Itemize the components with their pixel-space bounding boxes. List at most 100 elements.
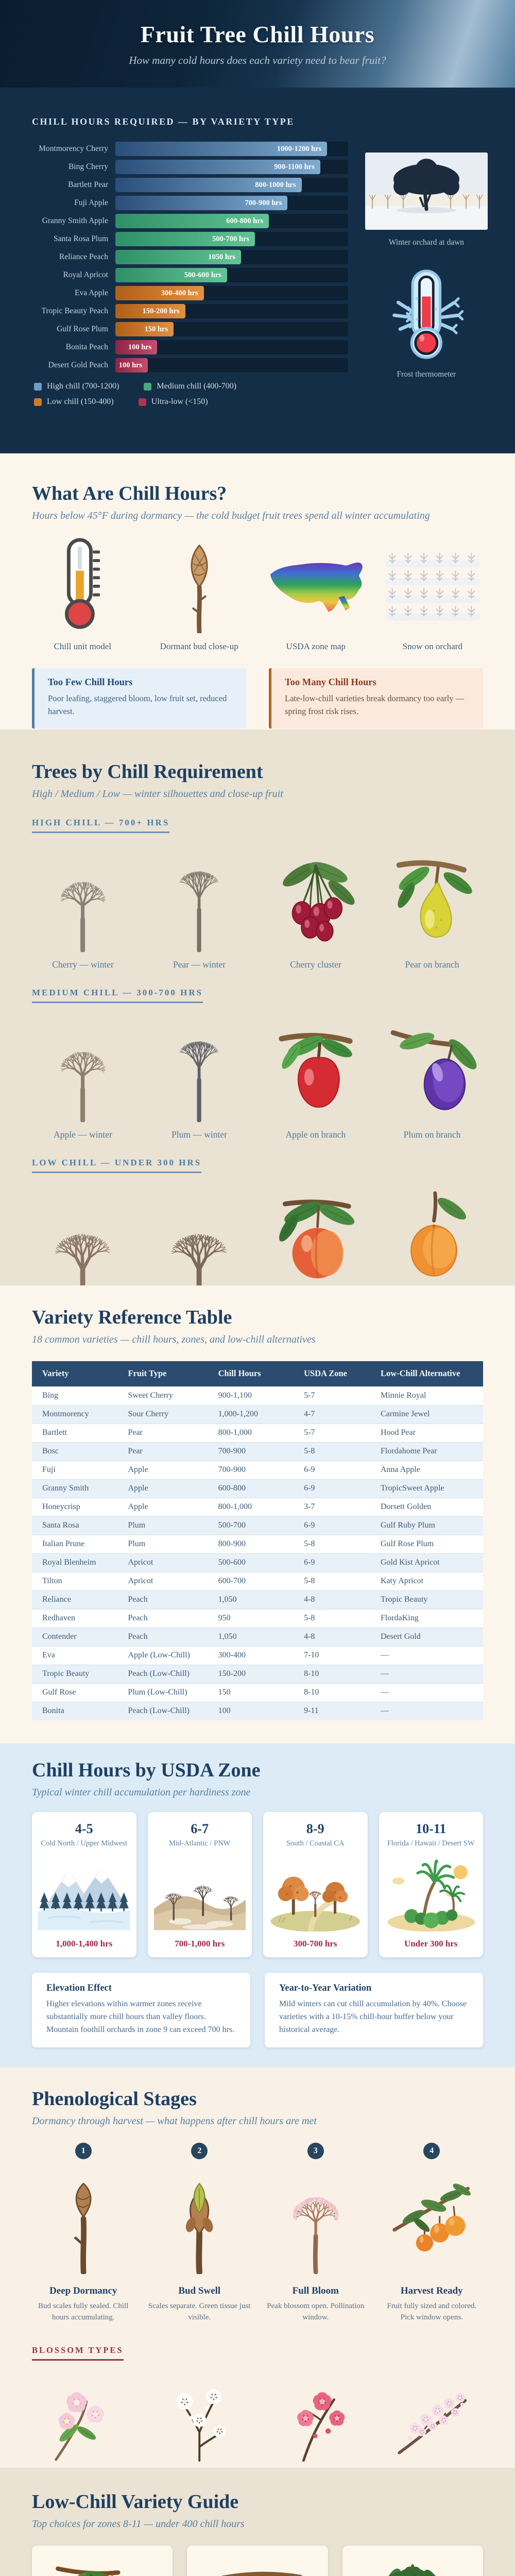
table-header-row: Variety Fruit Type Chill Hours USDA Zone Low… [32, 1361, 483, 1387]
zone-autumn-illustration [269, 1854, 362, 1931]
peach-branch-illustration [265, 1187, 367, 1285]
table-cell: 4-7 [294, 1404, 370, 1424]
table-cell: Gulf Ruby Plum [370, 1516, 483, 1535]
stage-name: Harvest Ready [400, 2285, 463, 2296]
tree-figure-caption: Cherry cluster [290, 959, 341, 970]
table-cell: Tilton [32, 1571, 118, 1591]
stage-3: 3 Full Bloom Peak blossom open. Pollinatio… [264, 2143, 367, 2324]
table-cell: Minnie Royal [370, 1386, 483, 1405]
chart-bar-value: 900-1100 hrs [274, 162, 315, 171]
zone-note: Year-to-Year Variation Mild winters can c… [265, 1973, 483, 2048]
tree-group-row: Cherry — winter Pear — winter Cherry clust… [32, 846, 483, 970]
chart-bar-row: Montmorency Cherry 1000-1200 hrs [32, 142, 348, 156]
table-row: Honeycrisp Apple 800-1,000 3-7 Dorsett Golde… [32, 1497, 483, 1517]
legend-swatch-low [34, 398, 42, 406]
blossom-pear-illustration [148, 2373, 250, 2462]
table-cell: Pear [117, 1423, 208, 1443]
table-cell: Santa Rosa [32, 1516, 118, 1535]
stage-1: 1 Deep Dormancy Bud scales fully sealed. C… [32, 2143, 135, 2324]
chart-bar-value: 800-1000 hrs [255, 180, 296, 189]
what-icon-caption: USDA zone map [286, 641, 346, 651]
chart-bar-value: 150 hrs [144, 325, 168, 333]
chart-side-figure: Winter orchard at dawn [365, 152, 488, 247]
variety-table-section: Variety Reference Table 18 common variet… [0, 1285, 515, 1743]
table-cell: Apple [117, 1497, 208, 1517]
zone-card-8-9: 8-9 South / Coastal CA 300-700 hrs [263, 1812, 368, 1957]
table-cell: Contender [32, 1627, 118, 1647]
zone-card-4-5: 4-5 Cold North / Upper Midwest 1,000-1,400… [32, 1812, 136, 1957]
table-cell: — [370, 1664, 483, 1684]
table-column-header: Variety [32, 1361, 118, 1387]
chart-bar-track: 150-200 hrs [115, 304, 348, 318]
table-cell: Tropic Beauty [32, 1664, 118, 1684]
tree-group-1: MEDIUM CHILL — 300-700 HRS Apple — winter… [32, 988, 483, 1140]
legend-label-high: High chill (700-1200) [47, 382, 119, 391]
table-cell: Apricot [117, 1553, 208, 1572]
phenology-stages: 1 Deep Dormancy Bud scales fully sealed. C… [32, 2143, 483, 2324]
table-row: Bonita Peach (Low-Chill) 100 9-11— [32, 1701, 483, 1720]
tree-apple-illustration [32, 1016, 134, 1122]
chart-legend: High chill (700-1200) Medium chill (400-7… [34, 382, 348, 406]
legend-label-ultra: Ultra-low (<150) [151, 397, 208, 406]
table-cell: Bosc [32, 1442, 118, 1461]
chart-bar-label: Gulf Rose Plum [57, 325, 108, 334]
table-cell: Carmine Jewel [370, 1404, 483, 1424]
phenology-section: Phenological Stages Dormancy through har… [0, 2067, 515, 2468]
chart-bar-row: Granny Smith Apple 600-800 hrs [32, 214, 348, 228]
chart-bar-fill: 300-400 hrs [115, 286, 204, 300]
table-cell: Bing [32, 1386, 118, 1405]
zone-hours: Under 300 hrs [404, 1939, 458, 1948]
table-row: Tropic Beauty Peach (Low-Chill) 150-200 8-1… [32, 1664, 483, 1684]
chart-bar-fill: 100 hrs [115, 358, 148, 372]
table-cell: 5-7 [294, 1423, 370, 1443]
tree-figure: Cherry cluster [265, 846, 367, 970]
stage-number: 1 [75, 2143, 92, 2159]
tree-figure-caption: Cherry — winter [52, 959, 114, 970]
tree-figure-caption: Pear on branch [405, 959, 459, 970]
chart-bar-row: Bonita Peach 100 hrs [32, 340, 348, 354]
tree-group-label: MEDIUM CHILL — 300-700 HRS [32, 988, 203, 1003]
chill-unit-illustration [32, 537, 133, 633]
tree-group-label: HIGH CHILL — 700+ HRS [32, 818, 170, 833]
table-row: Granny Smith Apple 600-800 6-9 TropicSweet A… [32, 1479, 483, 1498]
legend-item-medium: Medium chill (400-700) [144, 382, 236, 391]
stage-name: Deep Dormancy [49, 2285, 117, 2296]
table-cell: Dorsett Golden [370, 1497, 483, 1517]
trees-by-chill-section: Trees by Chill Requirement High / Medium… [0, 730, 515, 1285]
table-cell: Gold Kist Apricot [370, 1553, 483, 1572]
table-cell: 1,050 [208, 1627, 294, 1647]
stage-description: Bud scales fully sealed. Chill hours acc… [38, 2302, 129, 2321]
chart-bar-label: Reliance Peach [59, 252, 108, 262]
zone-hours: 700-1,000 hrs [175, 1939, 225, 1948]
chart-bar-value: 300-400 hrs [161, 289, 198, 297]
chart-bar-row: Eva Apple 300-400 hrs [32, 286, 348, 300]
zone-note-title: Elevation Effect [46, 1983, 112, 1993]
table-cell: TropicSweet Apple [370, 1479, 483, 1498]
legend-swatch-high [34, 382, 42, 391]
callout-blue: Too Few Chill Hours Poor leafing, stagger… [32, 668, 246, 728]
table-cell: Honeycrisp [32, 1497, 118, 1517]
table-cell: Apple (Low-Chill) [117, 1646, 208, 1665]
chart-bar-label: Bartlett Pear [68, 180, 108, 190]
table-cell: Peach [117, 1627, 208, 1647]
what-icon-figure: Chill unit model [32, 537, 133, 652]
chart-bar-fill: 500-700 hrs [115, 232, 255, 246]
chart-bar-track: 900-1100 hrs [115, 160, 348, 174]
table-cell: 500-700 [208, 1516, 294, 1535]
table-cell: FlordaKing [370, 1608, 483, 1628]
legend-item-low: Low chill (150-400) [34, 397, 114, 406]
table-cell: Desert Gold [370, 1627, 483, 1647]
chart-bar-label: Eva Apple [75, 289, 108, 298]
lowchill-guide-section: Low-Chill Variety Guide Top choices for … [0, 2468, 515, 2576]
blossom-apple-illustration [32, 2373, 134, 2462]
stage-number: 3 [307, 2143, 324, 2159]
table-row: Bartlett Pear 800-1,000 5-7 Hood Pear [32, 1423, 483, 1443]
stage-description: Fruit fully sized and colored. Pick wind… [387, 2302, 477, 2321]
what-icon-grid: Chill unit model Dormant bud close-up USD… [32, 537, 483, 652]
chart-bar-label: Tropic Beauty Peach [41, 307, 108, 316]
table-cell: 950 [208, 1608, 294, 1628]
tree-group-label: LOW CHILL — UNDER 300 HRS [32, 1158, 202, 1173]
table-cell: 5-8 [294, 1442, 370, 1461]
chart-bar-value: 100 hrs [118, 361, 143, 369]
